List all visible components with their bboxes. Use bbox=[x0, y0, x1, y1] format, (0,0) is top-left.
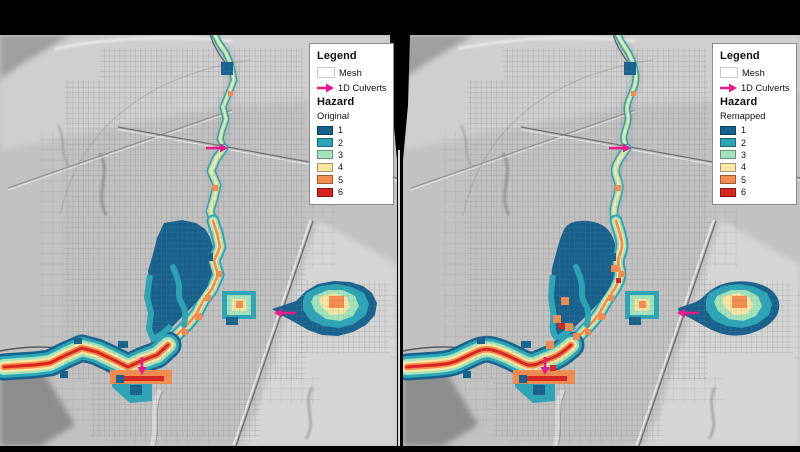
legend-culverts-row: 1D Culverts bbox=[720, 80, 791, 95]
hazard-cell bbox=[60, 371, 68, 378]
hazard-class-label: 6 bbox=[338, 187, 344, 198]
letterbox-bottom bbox=[0, 446, 800, 452]
hazard-class-swatch bbox=[317, 138, 333, 148]
mesh-label: Mesh bbox=[339, 67, 362, 78]
hazard-title: Hazard bbox=[720, 96, 758, 108]
hazard-class-swatch bbox=[317, 162, 333, 172]
legend-title: Legend bbox=[720, 50, 760, 62]
mesh-label: Mesh bbox=[742, 67, 765, 78]
culvert-arrow bbox=[677, 308, 699, 318]
culvert-arrow bbox=[137, 357, 147, 375]
legend-mesh-row: Mesh bbox=[317, 65, 388, 80]
hazard-class-swatch bbox=[317, 175, 333, 185]
culvert-arrow bbox=[274, 308, 296, 318]
hazard-cell bbox=[463, 371, 471, 378]
hazard-class-row: 5 bbox=[317, 174, 388, 186]
hazard-class-swatch bbox=[720, 125, 736, 135]
culvert-arrow bbox=[609, 143, 631, 153]
hazard-class-label: 5 bbox=[338, 174, 344, 185]
mesh-swatch bbox=[317, 67, 335, 78]
culvert-arrow bbox=[206, 143, 228, 153]
hazard-class-row: 2 bbox=[317, 136, 388, 148]
hazard-class-row: 3 bbox=[317, 149, 388, 161]
hazard-class-row: 1 bbox=[317, 124, 388, 136]
map-panel-remapped: Legend Mesh 1D Culverts Hazard Remapped … bbox=[403, 35, 800, 446]
hazard-class-label: 2 bbox=[338, 137, 344, 148]
legend-box: Legend Mesh 1D Culverts Hazard Original … bbox=[309, 43, 394, 206]
map-canvas-remapped bbox=[403, 35, 800, 446]
legend-title: Legend bbox=[317, 50, 357, 62]
hazard-class-label: 4 bbox=[741, 162, 747, 173]
hazard-class-label: 6 bbox=[741, 187, 747, 198]
nodata-wedge bbox=[403, 35, 410, 160]
hazard-class-row: 5 bbox=[720, 174, 791, 186]
panel-seam bbox=[398, 150, 400, 446]
hazard-class-swatch bbox=[317, 187, 333, 197]
hazard-class-row: 2 bbox=[720, 136, 791, 148]
hazard-class-label: 3 bbox=[338, 149, 344, 160]
culverts-label: 1D Culverts bbox=[338, 82, 387, 93]
map-panel-original: Legend Mesh 1D Culverts Hazard Original … bbox=[0, 35, 397, 446]
hazard-class-label: 2 bbox=[741, 137, 747, 148]
legend-mesh-row: Mesh bbox=[720, 65, 791, 80]
culvert-arrow bbox=[540, 357, 550, 375]
hazard-title: Hazard bbox=[317, 96, 355, 108]
hazard-variant-label: Remapped bbox=[720, 111, 766, 121]
hazard-class-swatch bbox=[317, 150, 333, 160]
hazard-class-swatch bbox=[317, 125, 333, 135]
hazard-class-label: 5 bbox=[741, 174, 747, 185]
mesh-swatch bbox=[720, 67, 738, 78]
legend-culverts-row: 1D Culverts bbox=[317, 80, 388, 95]
culvert-arrow-icon bbox=[720, 83, 737, 92]
hazard-class-swatch bbox=[720, 175, 736, 185]
hazard-class-swatch bbox=[720, 138, 736, 148]
hazard-class-row: 4 bbox=[317, 161, 388, 173]
culverts-label: 1D Culverts bbox=[741, 82, 790, 93]
hazard-class-swatch bbox=[720, 150, 736, 160]
culvert-arrow-icon bbox=[317, 83, 334, 92]
hazard-class-row: 1 bbox=[720, 124, 791, 136]
hazard-class-label: 3 bbox=[741, 149, 747, 160]
hazard-class-label: 4 bbox=[338, 162, 344, 173]
hazard-class-swatch bbox=[720, 187, 736, 197]
letterbox-top bbox=[0, 0, 800, 35]
hazard-class-row: 4 bbox=[720, 161, 791, 173]
hazard-class-label: 1 bbox=[338, 125, 344, 136]
hazard-class-swatch bbox=[720, 162, 736, 172]
mesh-overlay bbox=[65, 48, 390, 438]
hazard-class-row: 3 bbox=[720, 149, 791, 161]
hazard-class-row: 6 bbox=[317, 186, 388, 198]
legend-box: Legend Mesh 1D Culverts Hazard Remapped … bbox=[712, 43, 797, 206]
hazard-class-row: 6 bbox=[720, 186, 791, 198]
hazard-variant-label: Original bbox=[317, 111, 350, 121]
mesh-overlay bbox=[468, 48, 793, 438]
hazard-class-label: 1 bbox=[741, 125, 747, 136]
